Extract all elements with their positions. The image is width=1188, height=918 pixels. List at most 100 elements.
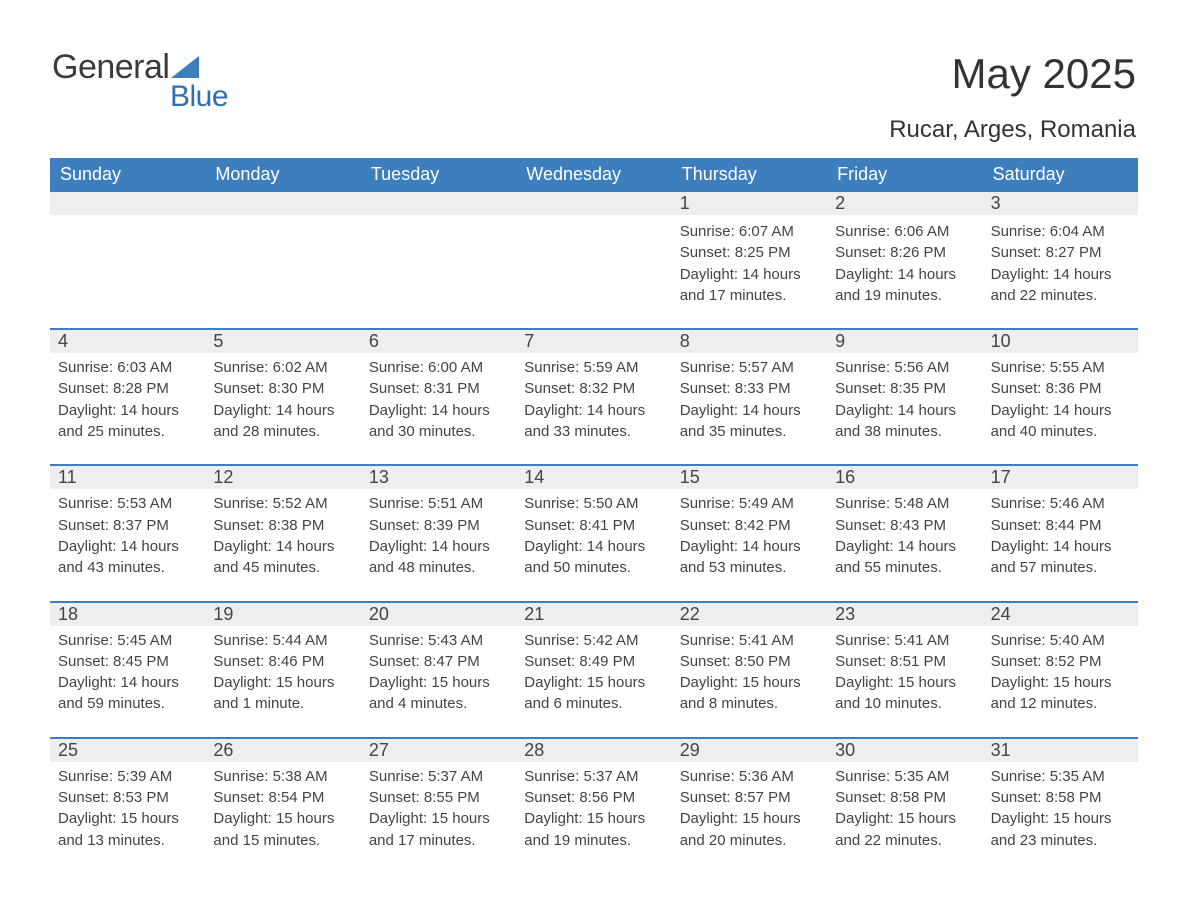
- sunrise-line: Sunrise: 5:59 AM: [524, 357, 663, 378]
- sunset-line: Sunset: 8:52 PM: [991, 651, 1130, 672]
- day-cell: 4Sunrise: 6:03 AMSunset: 8:28 PMDaylight…: [50, 328, 205, 464]
- daynum-bar: [516, 192, 671, 215]
- day-number: 6: [361, 330, 516, 353]
- daylight-line: Daylight: 14 hours and 33 minutes.: [524, 400, 663, 443]
- day-number: 23: [827, 603, 982, 626]
- sunrise-line: Sunrise: 6:03 AM: [58, 357, 197, 378]
- empty-day-cell: [50, 192, 205, 328]
- daylight-line: Daylight: 15 hours and 1 minute.: [213, 672, 352, 715]
- daylight-line: Daylight: 14 hours and 55 minutes.: [835, 536, 974, 579]
- day-cell: 25Sunrise: 5:39 AMSunset: 8:53 PMDayligh…: [50, 737, 205, 873]
- logo-word-blue: Blue: [170, 82, 228, 112]
- daylight-line: Daylight: 15 hours and 4 minutes.: [369, 672, 508, 715]
- daylight-line: Daylight: 15 hours and 12 minutes.: [991, 672, 1130, 715]
- day-cell: 1Sunrise: 6:07 AMSunset: 8:25 PMDaylight…: [672, 192, 827, 328]
- day-info: Sunrise: 5:41 AMSunset: 8:51 PMDaylight:…: [835, 630, 974, 715]
- day-number: 21: [516, 603, 671, 626]
- day-number: 16: [827, 466, 982, 489]
- empty-day-cell: [205, 192, 360, 328]
- day-cell: 10Sunrise: 5:55 AMSunset: 8:36 PMDayligh…: [983, 328, 1138, 464]
- day-of-week-header: Thursday: [672, 158, 827, 192]
- sunset-line: Sunset: 8:47 PM: [369, 651, 508, 672]
- sunrise-line: Sunrise: 5:49 AM: [680, 493, 819, 514]
- calendar-page: General Blue May 2025 Rucar, Arges, Roma…: [0, 0, 1188, 918]
- day-cell: 24Sunrise: 5:40 AMSunset: 8:52 PMDayligh…: [983, 601, 1138, 737]
- sunrise-line: Sunrise: 5:37 AM: [369, 766, 508, 787]
- sunset-line: Sunset: 8:26 PM: [835, 242, 974, 263]
- day-number: 29: [672, 739, 827, 762]
- sunset-line: Sunset: 8:39 PM: [369, 515, 508, 536]
- sunset-line: Sunset: 8:38 PM: [213, 515, 352, 536]
- sunrise-line: Sunrise: 5:53 AM: [58, 493, 197, 514]
- daylight-line: Daylight: 15 hours and 10 minutes.: [835, 672, 974, 715]
- logo-word-general: General: [52, 50, 169, 84]
- day-info: Sunrise: 5:59 AMSunset: 8:32 PMDaylight:…: [524, 357, 663, 442]
- sunrise-line: Sunrise: 6:07 AM: [680, 221, 819, 242]
- sunrise-line: Sunrise: 5:39 AM: [58, 766, 197, 787]
- day-cell: 21 Sunrise: 5:42 AMSunset: 8:49 PMDayligh…: [516, 601, 671, 737]
- day-cell: 15Sunrise: 5:49 AMSunset: 8:42 PMDayligh…: [672, 464, 827, 600]
- daynum-bar: [361, 192, 516, 215]
- sunset-line: Sunset: 8:50 PM: [680, 651, 819, 672]
- day-number: 27: [361, 739, 516, 762]
- daylight-line: Daylight: 15 hours and 17 minutes.: [369, 808, 508, 851]
- day-number: 31: [983, 739, 1138, 762]
- day-number: 13: [361, 466, 516, 489]
- sunrise-line: Sunrise: 5:41 AM: [680, 630, 819, 651]
- daylight-line: Daylight: 14 hours and 22 minutes.: [991, 264, 1130, 307]
- day-cell: 31Sunrise: 5:35 AMSunset: 8:58 PMDayligh…: [983, 737, 1138, 873]
- sunrise-line: Sunrise: 6:04 AM: [991, 221, 1130, 242]
- day-info: Sunrise: 6:00 AMSunset: 8:31 PMDaylight:…: [369, 357, 508, 442]
- sunset-line: Sunset: 8:37 PM: [58, 515, 197, 536]
- daylight-line: Daylight: 14 hours and 30 minutes.: [369, 400, 508, 443]
- daylight-line: Daylight: 15 hours and 15 minutes.: [213, 808, 352, 851]
- page-title: May 2025: [952, 50, 1136, 98]
- sunset-line: Sunset: 8:54 PM: [213, 787, 352, 808]
- day-number: 28: [516, 739, 671, 762]
- day-number: 7: [516, 330, 671, 353]
- day-cell: 26Sunrise: 5:38 AMSunset: 8:54 PMDayligh…: [205, 737, 360, 873]
- day-cell: 30Sunrise: 5:35 AMSunset: 8:58 PMDayligh…: [827, 737, 982, 873]
- daylight-line: Daylight: 15 hours and 23 minutes.: [991, 808, 1130, 851]
- day-number: 17: [983, 466, 1138, 489]
- sunrise-line: Sunrise: 5:55 AM: [991, 357, 1130, 378]
- daylight-line: Daylight: 14 hours and 57 minutes.: [991, 536, 1130, 579]
- sunset-line: Sunset: 8:35 PM: [835, 378, 974, 399]
- sunset-line: Sunset: 8:46 PM: [213, 651, 352, 672]
- sunset-line: Sunset: 8:31 PM: [369, 378, 508, 399]
- day-info: Sunrise: 5:56 AMSunset: 8:35 PMDaylight:…: [835, 357, 974, 442]
- day-info: Sunrise: 5:40 AMSunset: 8:52 PMDaylight:…: [991, 630, 1130, 715]
- day-info: Sunrise: 5:57 AMSunset: 8:33 PMDaylight:…: [680, 357, 819, 442]
- sunset-line: Sunset: 8:58 PM: [835, 787, 974, 808]
- day-info: Sunrise: 5:37 AMSunset: 8:55 PMDaylight:…: [369, 766, 508, 851]
- day-info: Sunrise: 5:36 AMSunset: 8:57 PMDaylight:…: [680, 766, 819, 851]
- day-number: 11: [50, 466, 205, 489]
- daylight-line: Daylight: 14 hours and 35 minutes.: [680, 400, 819, 443]
- day-info: Sunrise: 5:50 AMSunset: 8:41 PMDaylight:…: [524, 493, 663, 578]
- day-cell: 3Sunrise: 6:04 AMSunset: 8:27 PMDaylight…: [983, 192, 1138, 328]
- sunset-line: Sunset: 8:49 PM: [524, 651, 663, 672]
- sunset-line: Sunset: 8:41 PM: [524, 515, 663, 536]
- day-number: 22: [672, 603, 827, 626]
- day-info: Sunrise: 5:42 AMSunset: 8:49 PMDaylight:…: [524, 630, 663, 715]
- sunrise-line: Sunrise: 5:44 AM: [213, 630, 352, 651]
- sunrise-line: Sunrise: 5:56 AM: [835, 357, 974, 378]
- daylight-line: Daylight: 14 hours and 25 minutes.: [58, 400, 197, 443]
- daylight-line: Daylight: 14 hours and 38 minutes.: [835, 400, 974, 443]
- day-info: Sunrise: 6:03 AMSunset: 8:28 PMDaylight:…: [58, 357, 197, 442]
- day-cell: 5 Sunrise: 6:02 AMSunset: 8:30 PMDaylight…: [205, 328, 360, 464]
- day-info: Sunrise: 5:39 AMSunset: 8:53 PMDaylight:…: [58, 766, 197, 851]
- daylight-line: Daylight: 15 hours and 22 minutes.: [835, 808, 974, 851]
- sunset-line: Sunset: 8:33 PM: [680, 378, 819, 399]
- sunrise-line: Sunrise: 5:35 AM: [835, 766, 974, 787]
- daynum-bar: [50, 192, 205, 215]
- sunset-line: Sunset: 8:44 PM: [991, 515, 1130, 536]
- day-info: Sunrise: 5:44 AMSunset: 8:46 PMDaylight:…: [213, 630, 352, 715]
- sunset-line: Sunset: 8:57 PM: [680, 787, 819, 808]
- daylight-line: Daylight: 14 hours and 40 minutes.: [991, 400, 1130, 443]
- sunrise-line: Sunrise: 5:45 AM: [58, 630, 197, 651]
- day-info: Sunrise: 6:02 AMSunset: 8:30 PMDaylight:…: [213, 357, 352, 442]
- sunset-line: Sunset: 8:45 PM: [58, 651, 197, 672]
- day-number: 5: [205, 330, 360, 353]
- day-cell: 7 Sunrise: 5:59 AMSunset: 8:32 PMDaylight…: [516, 328, 671, 464]
